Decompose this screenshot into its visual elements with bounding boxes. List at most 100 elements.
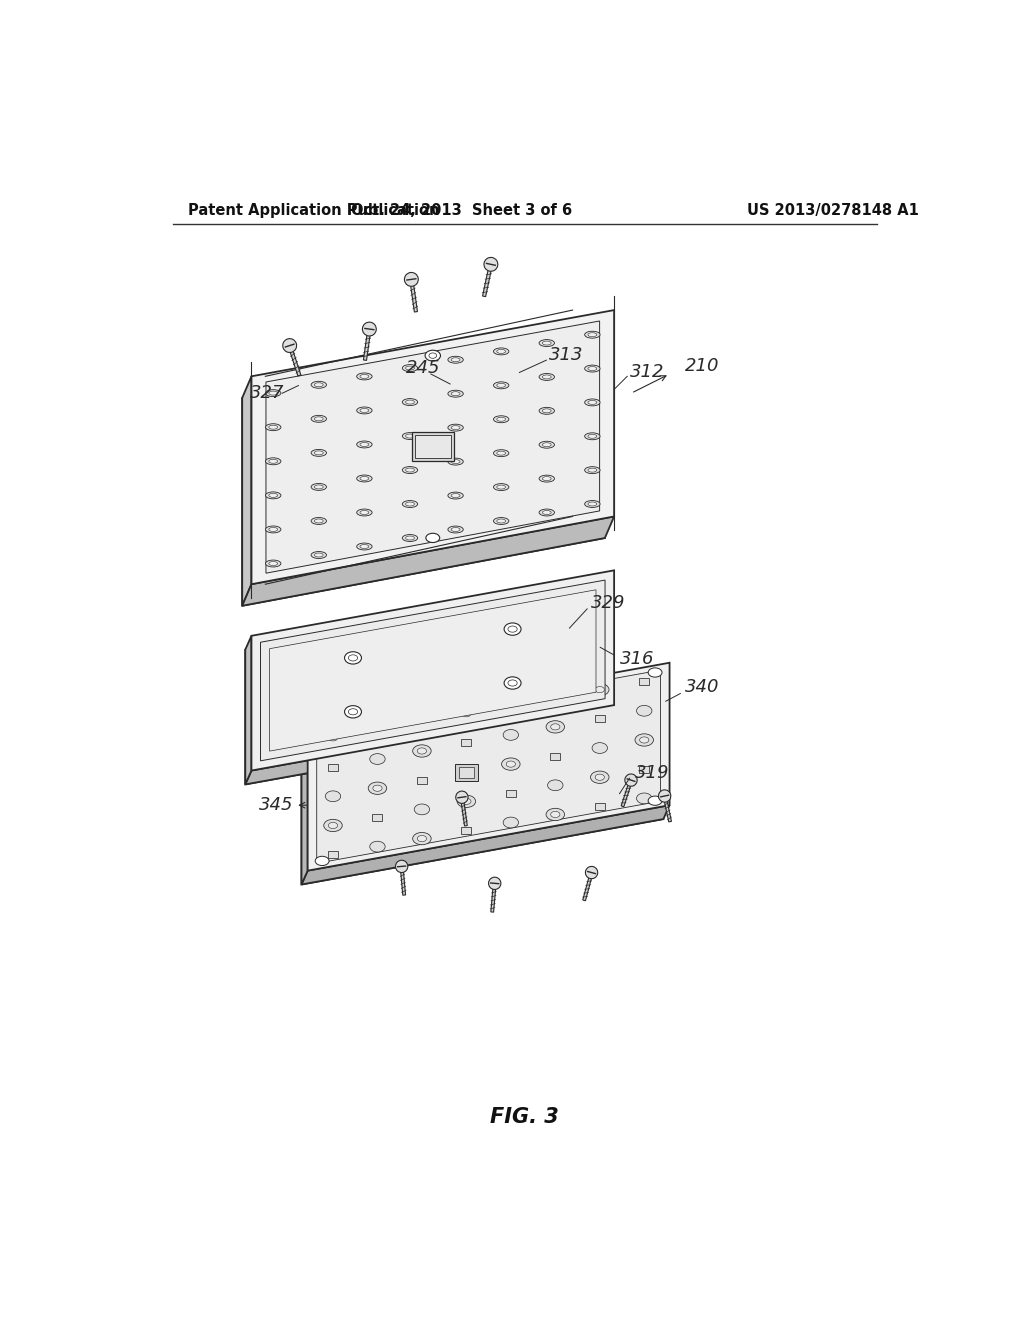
Ellipse shape	[462, 799, 471, 804]
Ellipse shape	[452, 392, 460, 396]
Ellipse shape	[360, 477, 369, 480]
Ellipse shape	[415, 717, 430, 727]
Ellipse shape	[418, 836, 427, 842]
Polygon shape	[301, 677, 664, 884]
Ellipse shape	[406, 502, 415, 506]
Text: 327: 327	[250, 384, 285, 403]
Ellipse shape	[592, 743, 607, 754]
Polygon shape	[260, 579, 605, 760]
Text: 316: 316	[620, 649, 654, 668]
Bar	[595, 715, 605, 722]
Polygon shape	[243, 516, 614, 606]
Ellipse shape	[370, 754, 385, 764]
Bar	[415, 436, 451, 458]
Ellipse shape	[539, 475, 554, 482]
Ellipse shape	[591, 684, 609, 696]
Circle shape	[484, 257, 498, 272]
Ellipse shape	[588, 367, 597, 371]
Ellipse shape	[315, 857, 329, 866]
Text: 340: 340	[685, 678, 720, 697]
Ellipse shape	[546, 808, 564, 821]
Ellipse shape	[494, 348, 509, 355]
Ellipse shape	[640, 737, 649, 743]
Ellipse shape	[356, 543, 372, 550]
Polygon shape	[246, 705, 614, 784]
Bar	[664, 796, 672, 822]
Bar	[506, 702, 516, 709]
Ellipse shape	[360, 545, 369, 549]
Ellipse shape	[329, 735, 338, 741]
Ellipse shape	[265, 525, 281, 533]
Ellipse shape	[311, 517, 327, 524]
Ellipse shape	[588, 502, 597, 506]
Ellipse shape	[402, 466, 418, 474]
Bar	[412, 432, 454, 462]
Ellipse shape	[370, 841, 385, 851]
Text: Oct. 24, 2013  Sheet 3 of 6: Oct. 24, 2013 Sheet 3 of 6	[351, 203, 572, 218]
Ellipse shape	[406, 469, 415, 473]
Circle shape	[625, 774, 637, 787]
Ellipse shape	[452, 358, 460, 362]
Ellipse shape	[539, 339, 554, 347]
Ellipse shape	[539, 510, 554, 516]
Ellipse shape	[457, 795, 475, 808]
Ellipse shape	[311, 483, 327, 491]
Ellipse shape	[344, 706, 361, 718]
Ellipse shape	[406, 434, 415, 438]
Bar	[506, 789, 516, 797]
Ellipse shape	[425, 350, 440, 360]
Circle shape	[362, 322, 376, 337]
Ellipse shape	[314, 417, 324, 421]
Bar	[461, 797, 467, 826]
Ellipse shape	[504, 623, 521, 635]
Ellipse shape	[413, 744, 431, 758]
Ellipse shape	[360, 408, 369, 412]
Bar	[595, 803, 605, 810]
Polygon shape	[307, 663, 670, 871]
Bar	[462, 828, 471, 834]
Ellipse shape	[506, 762, 515, 767]
Ellipse shape	[369, 781, 387, 795]
Circle shape	[283, 339, 297, 352]
Ellipse shape	[497, 451, 506, 455]
Ellipse shape	[452, 425, 460, 429]
Ellipse shape	[585, 399, 600, 405]
Ellipse shape	[311, 381, 327, 388]
Ellipse shape	[494, 450, 509, 457]
Ellipse shape	[543, 511, 551, 515]
Text: 312: 312	[630, 363, 664, 381]
Ellipse shape	[447, 424, 463, 432]
Ellipse shape	[324, 820, 342, 832]
Bar	[288, 345, 301, 376]
Ellipse shape	[539, 374, 554, 380]
Ellipse shape	[360, 511, 369, 515]
Ellipse shape	[452, 494, 460, 498]
Ellipse shape	[415, 804, 430, 814]
Text: 345: 345	[259, 796, 294, 814]
Ellipse shape	[588, 434, 597, 438]
Ellipse shape	[356, 510, 372, 516]
Ellipse shape	[356, 441, 372, 447]
Ellipse shape	[426, 533, 439, 543]
Ellipse shape	[546, 721, 564, 733]
Text: 319: 319	[635, 764, 670, 781]
Circle shape	[658, 789, 671, 803]
Ellipse shape	[418, 748, 427, 754]
Ellipse shape	[588, 469, 597, 473]
Ellipse shape	[326, 791, 341, 801]
Ellipse shape	[585, 331, 600, 338]
Ellipse shape	[269, 528, 278, 532]
Circle shape	[488, 878, 501, 890]
Bar	[328, 763, 338, 771]
Ellipse shape	[539, 408, 554, 414]
Ellipse shape	[406, 400, 415, 404]
Bar	[462, 739, 471, 746]
Text: 245: 245	[406, 359, 440, 376]
Bar	[373, 726, 382, 734]
Ellipse shape	[269, 425, 278, 429]
Ellipse shape	[360, 375, 369, 379]
Ellipse shape	[447, 458, 463, 465]
Bar	[364, 329, 371, 360]
Text: 210: 210	[685, 358, 720, 375]
Polygon shape	[301, 805, 670, 884]
